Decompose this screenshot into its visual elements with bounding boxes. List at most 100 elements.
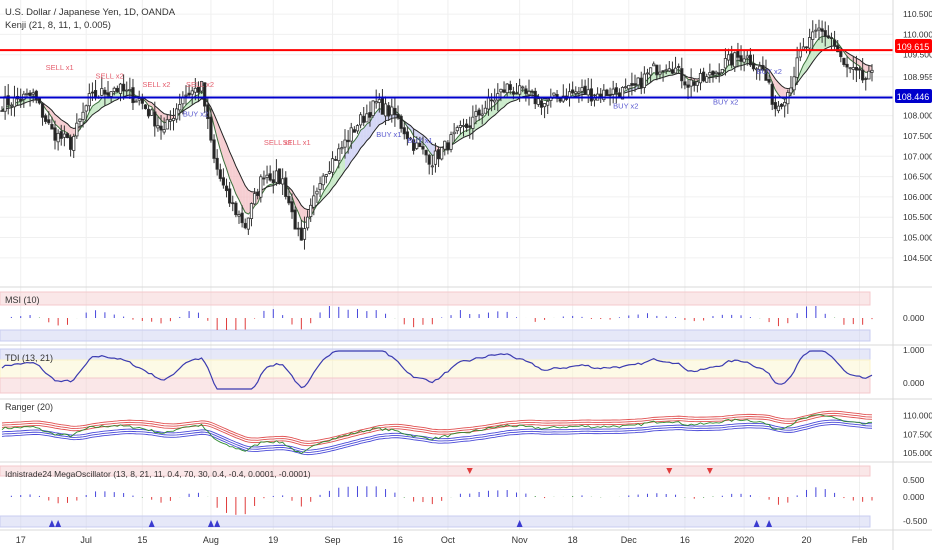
candle-body: [461, 125, 466, 127]
candle-body: [433, 150, 438, 165]
candle-body: [842, 57, 846, 65]
price-axis-label: 107.500: [903, 429, 932, 439]
time-axis[interactable]: 17 Jul 15 Aug 19 Sep 16 Oct Nov 18 Dec 16 2020 20 Feb: [16, 535, 868, 545]
price-axis-label: 107.000: [903, 151, 932, 161]
buy-arrow-marker: [48, 520, 55, 527]
candle-body: [608, 94, 612, 97]
candle-body: [349, 127, 353, 142]
candle-body: [37, 97, 42, 104]
sell-signal-label: SELL x1: [264, 138, 292, 147]
cloud-segment: [335, 164, 339, 185]
candle-body: [758, 65, 762, 71]
cloud-segment: [345, 150, 349, 171]
time-axis-label: 17: [16, 535, 26, 545]
cloud-segment: [55, 114, 59, 127]
cloud-segment: [822, 36, 826, 51]
candle-body: [848, 67, 852, 70]
candle-body: [187, 92, 191, 96]
candle-body: [62, 133, 66, 138]
cloud-segment: [666, 70, 670, 77]
candle-body: [112, 87, 116, 92]
candle-body: [633, 83, 637, 86]
candle-body: [783, 101, 787, 107]
candle-body: [0, 110, 4, 112]
candle-body: [252, 193, 257, 205]
candle-body: [571, 89, 575, 94]
ranger-band-line: [1, 410, 873, 442]
candle-body: [552, 92, 556, 96]
time-axis-label: Sep: [325, 535, 341, 545]
candle-body: [330, 158, 335, 173]
price-axis-label: 107.500: [903, 131, 932, 141]
candle-body: [128, 89, 132, 91]
candle-body: [168, 119, 172, 122]
candle-body: [502, 89, 506, 93]
candle-body: [714, 71, 718, 75]
candle-body: [474, 111, 478, 117]
candle-body: [159, 125, 163, 131]
buy-signal-label: BUY x2: [183, 109, 208, 118]
candles-group: [0, 19, 874, 250]
cloud-segment: [491, 105, 495, 118]
candle-body: [146, 108, 151, 117]
candle-body: [851, 67, 855, 70]
candle-body: [767, 79, 771, 83]
sell-arrow-marker: [706, 468, 713, 474]
time-axis-label: Nov: [512, 535, 529, 545]
candle-body: [302, 228, 307, 240]
candle-body: [664, 69, 668, 72]
candle-body: [602, 89, 606, 101]
cloud-segment: [123, 90, 127, 97]
time-axis-label: 15: [137, 535, 147, 545]
candle-body: [228, 188, 232, 204]
candle-body: [309, 204, 313, 218]
price-axis-label: 104.500: [903, 253, 932, 263]
cloud-segment: [373, 111, 377, 133]
candle-body: [72, 136, 76, 151]
candle-body: [480, 113, 484, 116]
candle-body: [508, 84, 512, 91]
candle-body: [131, 87, 135, 104]
candle-body: [53, 127, 57, 141]
candle-body: [118, 83, 123, 94]
cloud-segment: [338, 159, 342, 180]
indicator-title: Kenji (21, 8, 11, 1, 0.005): [5, 20, 111, 31]
price-axis-label: 0.500: [903, 475, 925, 485]
candle-body: [305, 216, 310, 229]
candle-body: [761, 64, 765, 71]
cloud-segment: [232, 158, 236, 194]
candle-body: [440, 147, 444, 160]
candle-body: [670, 69, 675, 74]
cloud-segment: [366, 122, 370, 141]
candle-body: [530, 90, 534, 93]
price-axis-label: 0.000: [903, 492, 925, 502]
candle-body: [334, 159, 338, 161]
mega-lower-band: [0, 515, 871, 528]
cloud-segment: [354, 136, 358, 158]
candle-body: [748, 54, 752, 66]
tdi-pane: [0, 348, 873, 394]
candle-body: [415, 142, 419, 149]
buy-arrow-marker: [753, 520, 760, 527]
candle-body: [209, 116, 213, 141]
candle-body: [870, 69, 874, 73]
candle-body: [733, 52, 737, 68]
candle-body: [867, 70, 871, 80]
candle-body: [483, 107, 487, 114]
candle-body: [122, 83, 126, 92]
msi-title: MSI (10): [5, 295, 40, 305]
candle-body: [362, 115, 366, 123]
cloud-segment: [728, 65, 732, 71]
candle-body: [614, 87, 618, 93]
cloud-segment: [126, 90, 130, 96]
candle-body: [165, 119, 169, 130]
candle-body: [28, 92, 32, 96]
candle-body: [505, 83, 509, 94]
candle-body: [655, 64, 659, 76]
candle-body: [611, 88, 615, 95]
candle-body: [412, 139, 416, 151]
candle-body: [845, 63, 849, 68]
time-axis-label: 16: [393, 535, 403, 545]
candle-body: [605, 89, 609, 97]
